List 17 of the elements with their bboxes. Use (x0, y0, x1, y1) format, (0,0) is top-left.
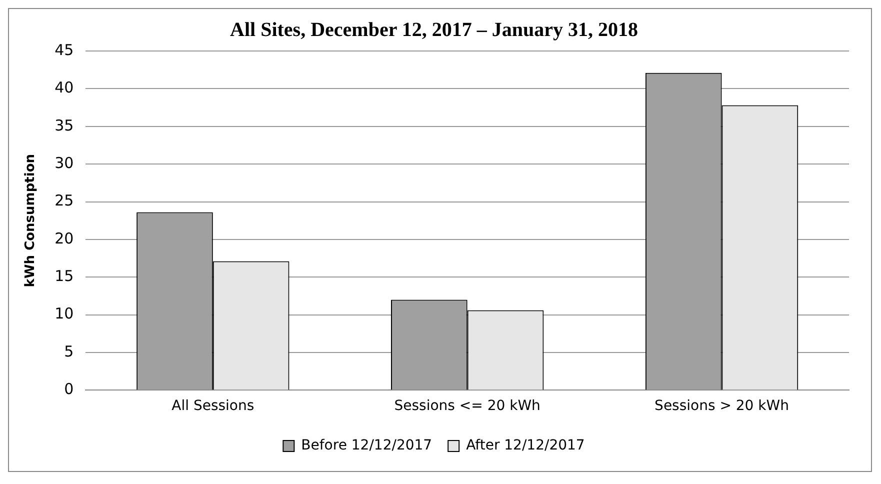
y-tick-label: 0 (64, 380, 74, 398)
y-axis-title: kWh Consumption (23, 154, 38, 288)
y-tick-label: 20 (54, 229, 74, 248)
x-tick-label: Sessions > 20 kWh (654, 398, 789, 414)
y-tick-label: 45 (54, 40, 74, 59)
y-tick-label: 5 (64, 342, 74, 360)
legend-label: Before 12/12/2017 (301, 438, 432, 454)
y-tick-label: 30 (54, 154, 74, 172)
x-tick-label: Sessions <= 20 kWh (394, 398, 540, 414)
legend-label: After 12/12/2017 (466, 438, 585, 454)
y-tick-label: 25 (54, 192, 74, 210)
y-tick-label: 35 (54, 116, 74, 134)
y-tick-label: 40 (54, 78, 74, 97)
x-tick-label: All Sessions (172, 398, 254, 414)
chart-title: All Sites, December 12, 2017 – January 31, 2018 (230, 19, 638, 42)
y-tick-label: 15 (54, 267, 74, 286)
y-tick-label: 10 (54, 304, 74, 323)
